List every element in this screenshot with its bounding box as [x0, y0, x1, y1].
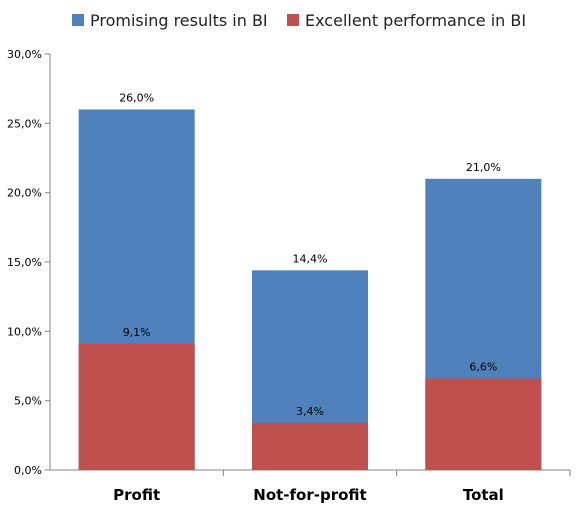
data-label-promising-1: 14,4% [293, 252, 328, 265]
legend-swatch [72, 14, 84, 26]
y-tick-label: 25,0% [7, 117, 42, 130]
data-label-promising-2: 21,0% [466, 161, 501, 174]
y-tick-label: 30,0% [7, 48, 42, 61]
x-tick-label: Not-for-profit [253, 486, 366, 504]
data-label-excellent-2: 6,6% [469, 360, 497, 373]
y-tick-label: 15,0% [7, 256, 42, 269]
y-tick-label: 5,0% [14, 395, 42, 408]
legend: Promising results in BI Excellent perform… [72, 11, 526, 30]
x-tick-label: Total [463, 486, 504, 504]
data-label-excellent-0: 9,1% [123, 326, 151, 339]
y-tick-label: 0,0% [14, 464, 42, 477]
bar-excellent-1 [252, 422, 368, 470]
data-label-excellent-1: 3,4% [296, 405, 324, 418]
legend-label: Excellent performance in BI [305, 11, 526, 30]
x-tick-label: Profit [113, 486, 160, 504]
legend-item-excellent: Excellent performance in BI [287, 11, 526, 30]
y-tick-label: 10,0% [7, 325, 42, 338]
bar-excellent-2 [425, 378, 542, 470]
legend-swatch [287, 14, 299, 26]
y-tick-label: 20,0% [7, 187, 42, 200]
axes: 0,0% 5,0% 10,0% 15,0% 20,0% 25,0% 30,0% Profit N… [7, 48, 571, 504]
data-labels: 26,0% 14,4% 21,0% 9,1% 3,4% 6,6% [119, 91, 501, 417]
data-label-promising-0: 26,0% [119, 91, 154, 104]
legend-item-promising: Promising results in BI [72, 11, 268, 30]
legend-label: Promising results in BI [90, 11, 268, 30]
bar-excellent-0 [78, 343, 195, 470]
bars [78, 109, 542, 471]
